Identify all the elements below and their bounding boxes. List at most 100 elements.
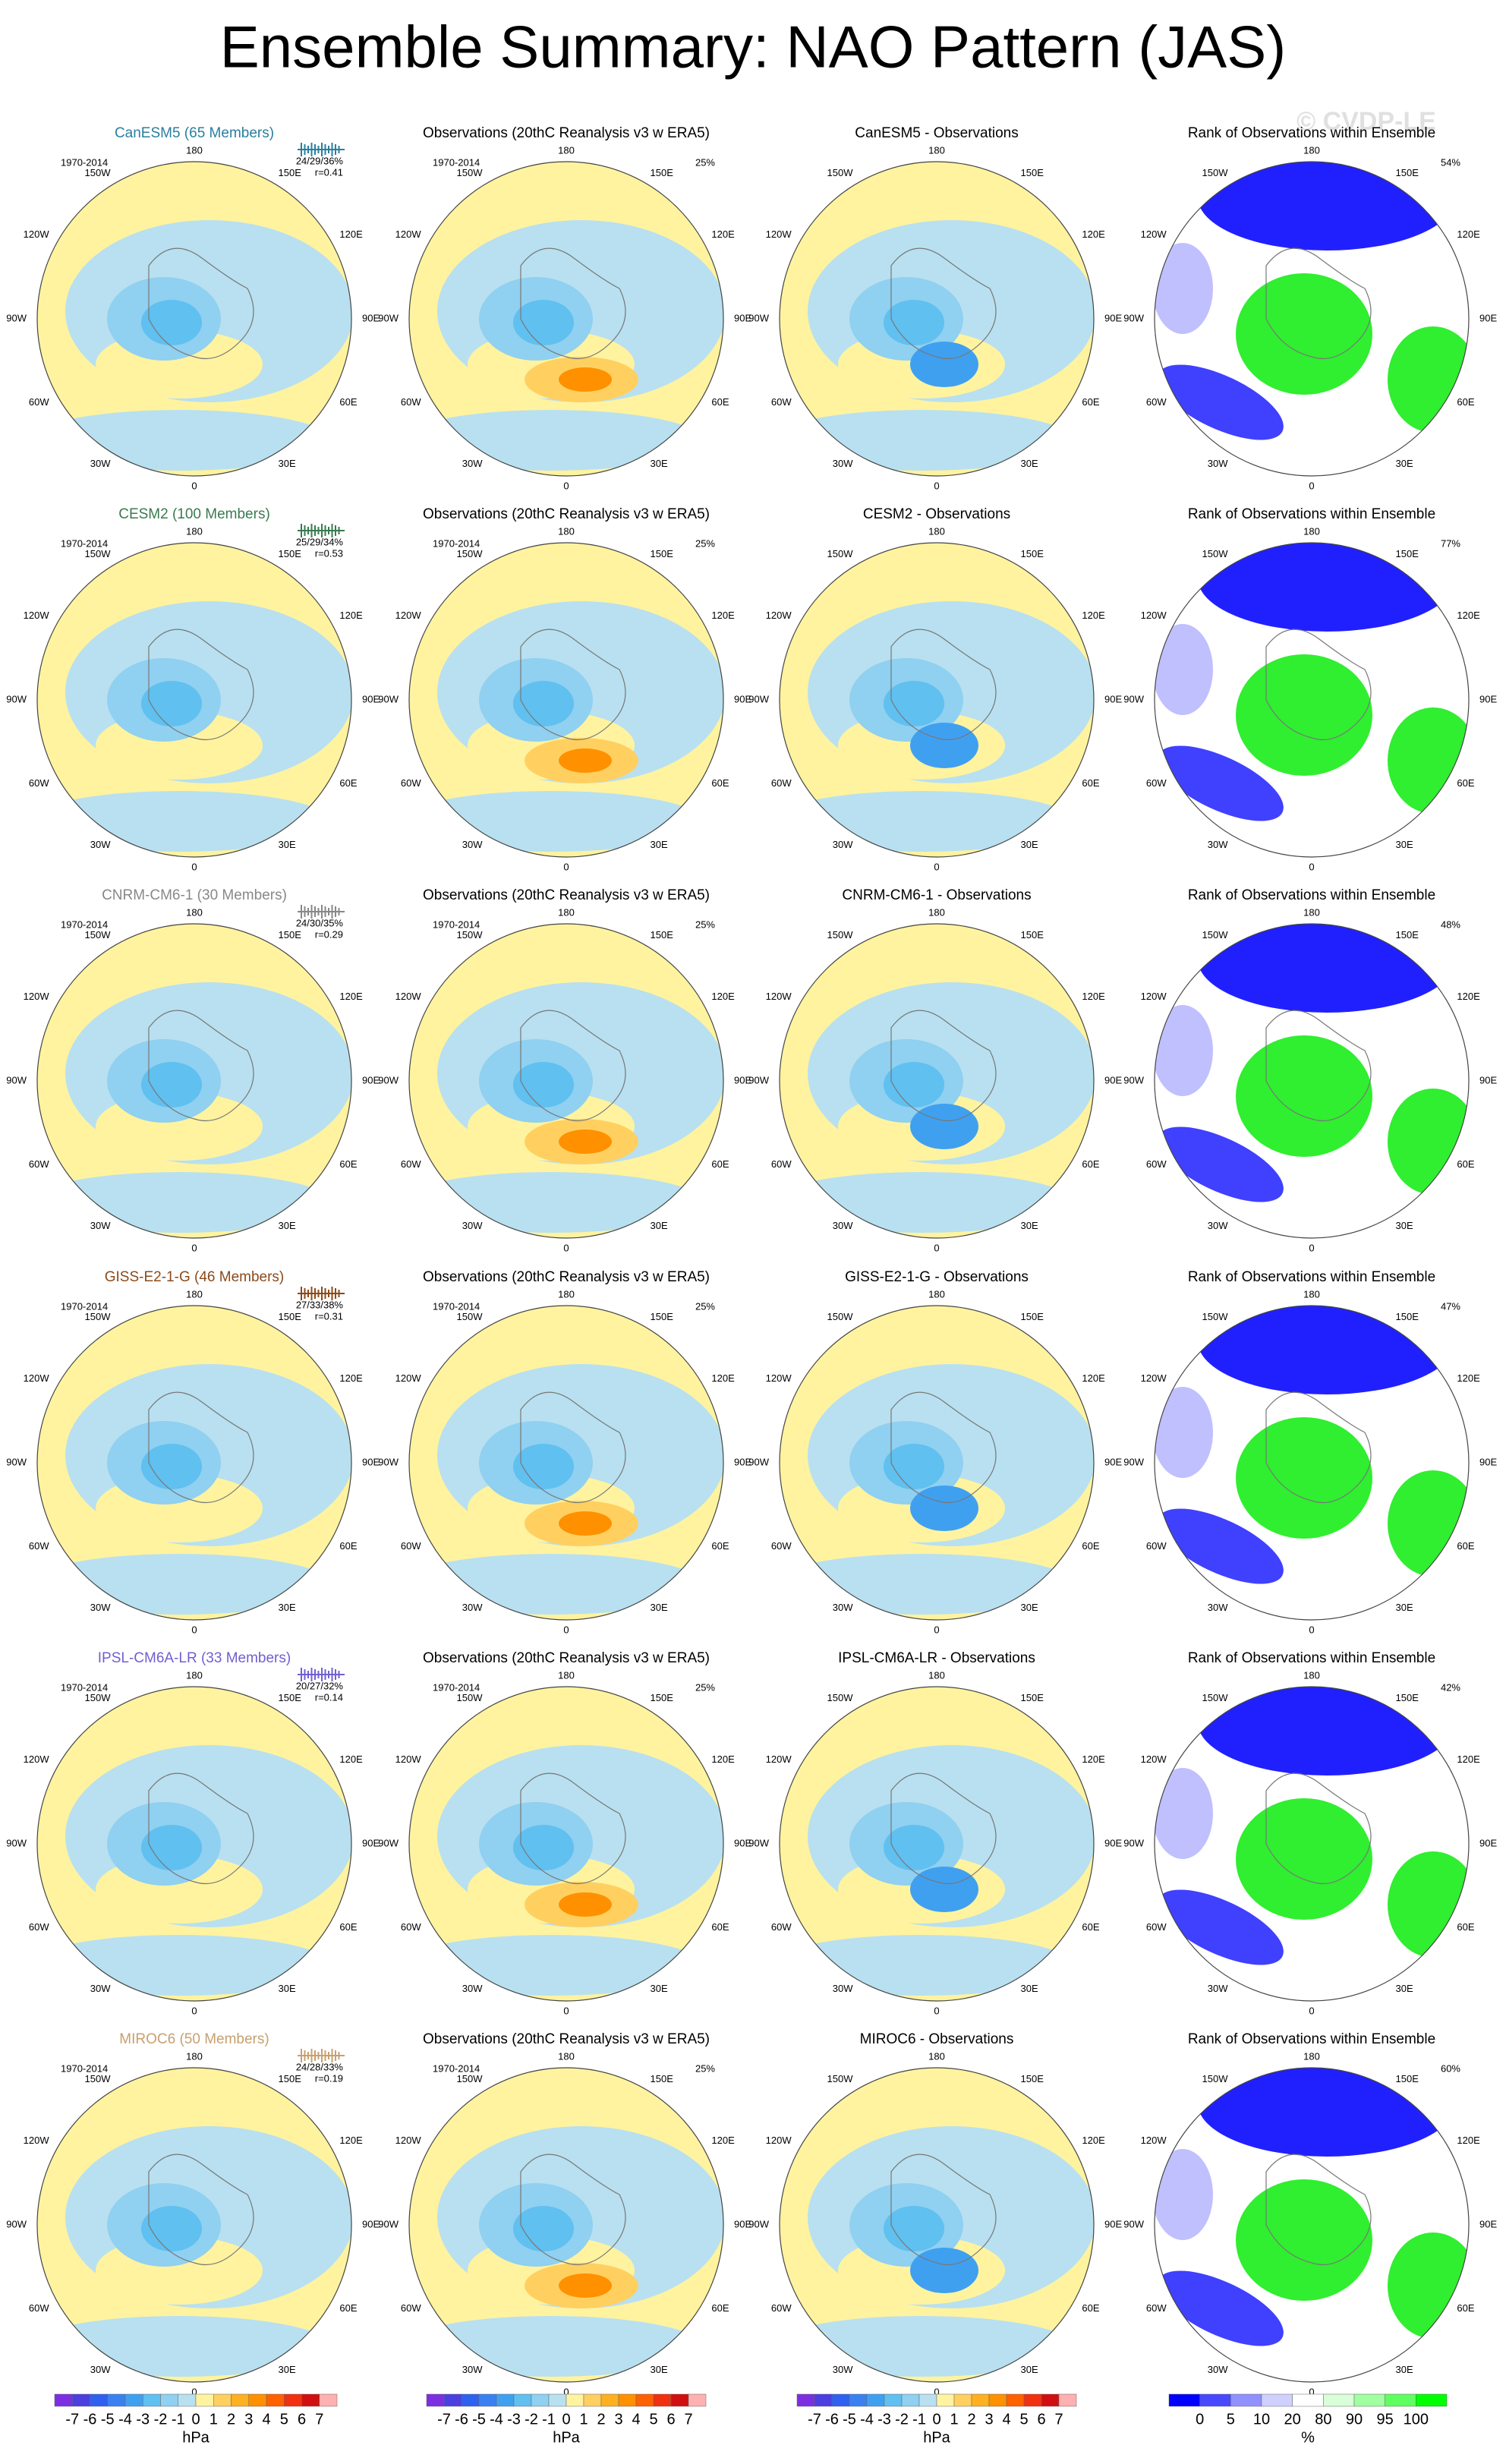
- lon-label: 60W: [29, 396, 49, 408]
- field-blob: [1388, 326, 1469, 433]
- lon-label: 120E: [1457, 991, 1480, 1002]
- lon-label: 150E: [1396, 548, 1419, 559]
- figure-title: Ensemble Summary: NAO Pattern (JAS): [220, 14, 1286, 80]
- stats-label: 24/29/36%: [296, 155, 344, 166]
- map-panel: 180 150E 120E 90E 60E 30E 0 30W 60W 90W 120W 150W MI…: [6, 2031, 380, 2397]
- colorbar-box: [1385, 2393, 1416, 2407]
- lon-label: 120E: [1457, 2135, 1480, 2146]
- period-label: 1970-2014: [433, 1681, 480, 1693]
- lon-label: 150E: [1021, 1692, 1044, 1703]
- lon-label: 90W: [748, 312, 769, 323]
- lon-label: 120W: [1141, 1372, 1167, 1384]
- field-blob: [910, 723, 978, 768]
- colorbar-label: -4: [118, 2411, 132, 2428]
- field-blob: [1236, 2179, 1372, 2301]
- lon-label: 90W: [1123, 693, 1144, 704]
- coastline: [1265, 1010, 1372, 1122]
- lon-label: 60E: [711, 1158, 729, 1170]
- lon-label: 60W: [771, 396, 792, 408]
- colorbar-box: [478, 2393, 497, 2407]
- colorbar-box: [1168, 2393, 1200, 2407]
- lon-label: 120E: [1082, 991, 1105, 1002]
- field-blob: [884, 681, 944, 726]
- lon-label: 60E: [339, 2302, 357, 2314]
- field-blob: [141, 1444, 202, 1489]
- colorbar-label: -1: [172, 2411, 185, 2428]
- coastline: [1265, 1391, 1372, 1504]
- map-panel: 180 150E 120E 90E 60E 30E 0 30W 60W 90W 120W 150W IP…: [6, 1650, 380, 2016]
- lon-label: 30E: [651, 458, 668, 469]
- field: [37, 2068, 351, 2382]
- lon-label: 120W: [395, 1753, 422, 1765]
- colorbar: -7 -6 -5 -4 -3 -2 -1 0 1 2 3 4 5 6 7 hPa: [426, 2393, 707, 2446]
- lon-label: 60E: [1082, 1540, 1099, 1552]
- lon-label: 180: [558, 525, 575, 537]
- lon-label: 120E: [339, 991, 363, 1002]
- lon-label: 0: [1309, 1242, 1314, 1253]
- lon-label: 30E: [1396, 1220, 1413, 1231]
- lon-label: 90W: [378, 693, 399, 704]
- colorbar-label: 6: [666, 2411, 675, 2428]
- colorbar-label: -6: [83, 2411, 97, 2428]
- lon-label: 120E: [339, 228, 363, 240]
- lon-label: 120W: [1141, 991, 1167, 1002]
- lon-label: 0: [1309, 480, 1314, 491]
- lon-label: 60E: [711, 777, 729, 789]
- field-blob: [1158, 364, 1284, 440]
- colorbar-box: [1041, 2393, 1060, 2407]
- colorbar-box: [635, 2393, 654, 2407]
- colorbar-box: [1199, 2393, 1231, 2407]
- coastline: [148, 1772, 254, 1885]
- lon-label: 90E: [362, 1074, 380, 1085]
- field-blob: [559, 367, 612, 392]
- field-blob: [910, 2248, 978, 2293]
- lon-label: 180: [1303, 1288, 1320, 1300]
- lon-label: 180: [1303, 906, 1320, 918]
- field: [409, 1306, 723, 1620]
- lon-label: 30E: [651, 1220, 668, 1231]
- panel-title: Rank of Observations within Ensemble: [1188, 1269, 1435, 1285]
- lon-label: 30E: [279, 2364, 296, 2375]
- period-label: 1970-2014: [61, 2062, 108, 2074]
- lon-label: 30W: [462, 1220, 483, 1231]
- colorbar-label: 0: [1196, 2411, 1204, 2428]
- lon-label: 0: [934, 480, 939, 491]
- field: [37, 543, 351, 857]
- lon-label: 60W: [401, 1540, 421, 1552]
- field: [37, 924, 351, 1238]
- lon-label: 60E: [339, 1921, 357, 1933]
- lon-label: 60E: [1457, 396, 1474, 408]
- lon-label: 90E: [734, 1456, 751, 1467]
- map-panel: 180 150E 120E 90E 60E 30E 0 30W 60W 90W 120W 150W Ra…: [1123, 2031, 1497, 2397]
- field-blob: [1198, 924, 1456, 1013]
- map-border: [36, 1686, 352, 2002]
- corr-label: r=0.29: [315, 928, 343, 940]
- colorbar-box: [248, 2393, 267, 2407]
- panel-title: GISS-E2-1-G (46 Members): [105, 1269, 285, 1285]
- lon-label: 120W: [1141, 610, 1167, 621]
- colorbar-label: 100: [1404, 2411, 1429, 2428]
- corr-label: r=0.19: [315, 2072, 343, 2084]
- lon-label: 150E: [279, 2073, 302, 2084]
- lon-label: 120E: [711, 991, 735, 1002]
- lon-label: 60W: [29, 777, 49, 789]
- colorbar-label: -7: [437, 2411, 451, 2428]
- stats-label: 24/30/35%: [296, 917, 344, 928]
- corr-label: r=0.41: [315, 166, 343, 178]
- colorbar-box: [90, 2393, 108, 2407]
- colorbar-label: -6: [825, 2411, 839, 2428]
- field-blob: [141, 1825, 202, 1870]
- colorbar-box: [653, 2393, 672, 2407]
- colorbar-box: [988, 2393, 1007, 2407]
- panel-title: CanESM5 (65 Members): [115, 125, 274, 141]
- map-border: [36, 1305, 352, 1621]
- lon-label: 150W: [1202, 548, 1229, 559]
- colorbar-label: 1: [210, 2411, 218, 2428]
- lon-label: 90E: [734, 693, 751, 704]
- lon-label: 120E: [1457, 228, 1480, 240]
- lon-label: 0: [1309, 2386, 1314, 2397]
- field-blob: [559, 748, 612, 773]
- lon-label: 150W: [457, 929, 484, 941]
- lon-label: 30E: [279, 1602, 296, 1613]
- lon-label: 90E: [734, 1837, 751, 1848]
